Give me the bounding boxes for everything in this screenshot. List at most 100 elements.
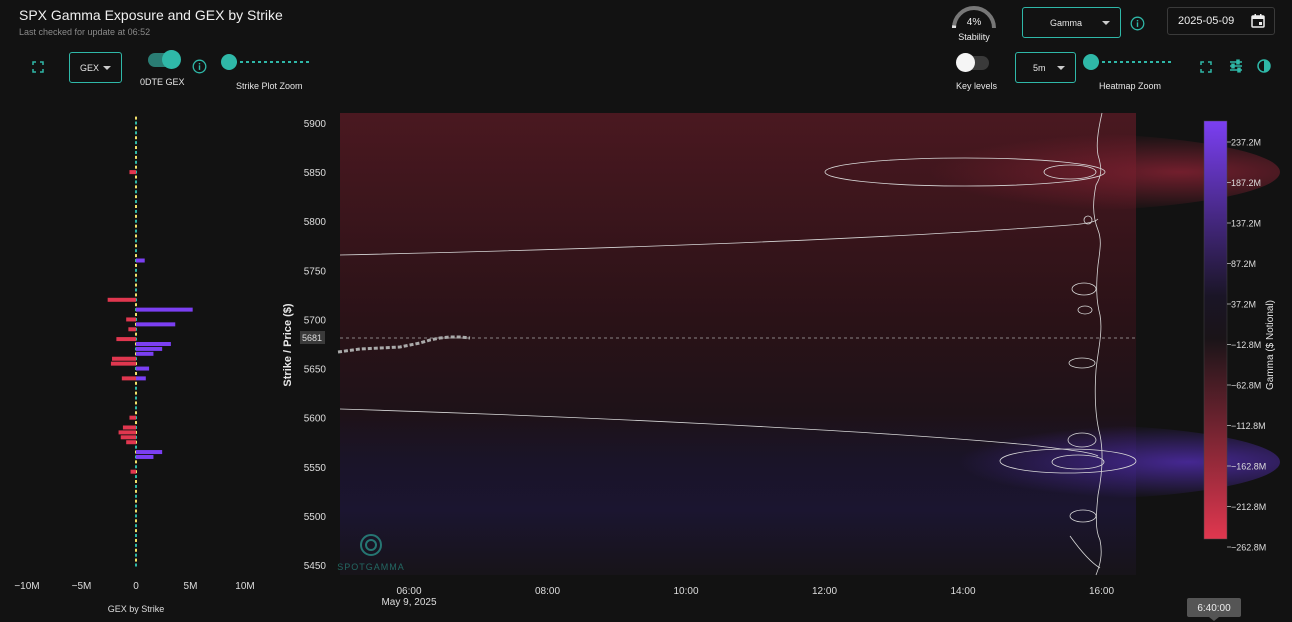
strike-marker bbox=[135, 391, 137, 395]
strike-marker bbox=[135, 249, 137, 253]
strike-marker bbox=[135, 386, 137, 390]
calendar-icon[interactable] bbox=[1250, 13, 1266, 34]
dte-toggle[interactable] bbox=[148, 50, 181, 69]
colorbar bbox=[1203, 120, 1228, 540]
strike-marker bbox=[135, 283, 137, 287]
strike-marker bbox=[135, 406, 137, 410]
gex-bar[interactable] bbox=[126, 440, 136, 445]
strike-x-tick-label: 10M bbox=[235, 581, 254, 592]
strike-marker bbox=[135, 529, 137, 533]
strike-marker bbox=[135, 534, 137, 538]
gex-bar[interactable] bbox=[120, 435, 136, 440]
stability-label: Stability bbox=[958, 32, 990, 42]
colorbar-tick-label: −12.8M bbox=[1231, 340, 1261, 350]
colorbar-tick-label: −212.8M bbox=[1231, 502, 1266, 512]
strike-marker bbox=[135, 313, 137, 317]
hot-zone-negative bbox=[780, 132, 1280, 212]
y-tick-label: 5500 bbox=[304, 512, 327, 523]
gex-bar[interactable] bbox=[136, 346, 163, 351]
strike-marker bbox=[135, 396, 137, 400]
strike-marker bbox=[135, 131, 137, 135]
strike-marker bbox=[135, 165, 137, 169]
gex-bar[interactable] bbox=[130, 469, 136, 474]
gex-bar[interactable] bbox=[110, 361, 136, 366]
y-tick-label: 5650 bbox=[304, 365, 327, 376]
strike-marker bbox=[135, 244, 137, 248]
strike-plot-x-label: GEX by Strike bbox=[108, 604, 165, 614]
gex-bar[interactable] bbox=[136, 351, 154, 356]
heatmap-zoom-label: Heatmap Zoom bbox=[1099, 81, 1162, 91]
strike-marker bbox=[135, 263, 137, 267]
heatmap-zoom-track[interactable] bbox=[1090, 61, 1172, 63]
gex-bar[interactable] bbox=[116, 337, 136, 342]
gex-bar[interactable] bbox=[122, 425, 136, 430]
gex-bar[interactable] bbox=[136, 342, 171, 346]
interval-dropdown[interactable]: 5m bbox=[1015, 52, 1076, 83]
colorbar-tick-label: −112.8M bbox=[1231, 421, 1266, 431]
gex-dropdown[interactable]: GEX bbox=[69, 52, 122, 83]
metric-dropdown[interactable]: Gamma bbox=[1022, 7, 1121, 38]
gex-bar[interactable] bbox=[136, 307, 193, 312]
contrast-icon[interactable] bbox=[1254, 56, 1274, 76]
gex-bar[interactable] bbox=[128, 327, 136, 332]
hover-time-text: 6:40:00 bbox=[1197, 603, 1231, 614]
colorbar-tick-label: 37.2M bbox=[1231, 300, 1256, 310]
info-icon[interactable] bbox=[189, 56, 209, 76]
gex-bar[interactable] bbox=[129, 170, 136, 175]
info-icon[interactable] bbox=[1127, 13, 1147, 33]
gex-bar[interactable] bbox=[136, 450, 163, 455]
strike-marker bbox=[135, 185, 137, 189]
gex-bar[interactable] bbox=[112, 356, 136, 361]
strike-marker bbox=[135, 381, 137, 385]
hot-zone-positive bbox=[820, 424, 1280, 500]
fullscreen-icon[interactable] bbox=[28, 57, 48, 77]
gex-bar[interactable] bbox=[136, 376, 146, 381]
x-tick-label: 06:00 bbox=[396, 586, 421, 597]
colorbar-tick-label: 87.2M bbox=[1231, 259, 1256, 269]
tune-icon[interactable] bbox=[1226, 56, 1246, 76]
strike-marker bbox=[135, 558, 137, 562]
gex-bar[interactable] bbox=[136, 454, 154, 459]
y-tick-label: 5850 bbox=[304, 168, 327, 179]
strike-marker bbox=[135, 480, 137, 484]
strike-marker bbox=[135, 494, 137, 498]
gex-bar[interactable] bbox=[129, 415, 136, 420]
gex-bar[interactable] bbox=[118, 430, 136, 435]
gex-bar[interactable] bbox=[136, 258, 145, 263]
strike-zoom-label: Strike Plot Zoom bbox=[236, 81, 303, 91]
gex-bar[interactable] bbox=[107, 297, 136, 302]
strike-marker bbox=[135, 155, 137, 159]
date-input[interactable]: 2025-05-09 bbox=[1167, 7, 1275, 35]
gex-bar[interactable] bbox=[121, 376, 136, 381]
colorbar-tick-label: 137.2M bbox=[1231, 219, 1261, 229]
strike-marker bbox=[135, 190, 137, 194]
strike-zoom-track[interactable] bbox=[228, 61, 310, 63]
strike-zoom-slider[interactable] bbox=[221, 54, 237, 70]
spotgamma-logo: SPOTGAMMA bbox=[337, 534, 404, 572]
gex-strike-plot: −10M −5M 0 5M 10M GEX by Strike bbox=[14, 116, 255, 614]
gex-bar[interactable] bbox=[136, 366, 150, 371]
fullscreen-icon[interactable] bbox=[1196, 57, 1216, 77]
gex-bar[interactable] bbox=[126, 317, 136, 322]
strike-marker bbox=[135, 519, 137, 523]
metric-dropdown-value: Gamma bbox=[1050, 17, 1083, 28]
gamma-heatmap: 5900 5850 5800 5750 5700 5650 5600 5550 5500 5450… bbox=[282, 112, 1280, 621]
strike-x-tick-label: 0 bbox=[133, 581, 139, 592]
strike-x-tick-label: −5M bbox=[72, 581, 92, 592]
x-date-label: May 9, 2025 bbox=[381, 597, 436, 608]
price-label: 5681 bbox=[302, 333, 322, 343]
x-tick-label: 08:00 bbox=[535, 586, 560, 597]
strike-marker bbox=[135, 150, 137, 154]
heatmap-zoom-slider[interactable] bbox=[1083, 54, 1099, 70]
date-value: 2025-05-09 bbox=[1178, 15, 1235, 27]
colorbar-tick-label: 187.2M bbox=[1231, 178, 1261, 188]
strike-marker bbox=[135, 465, 137, 469]
stability-gauge: 4% Stability bbox=[950, 4, 998, 44]
strike-marker bbox=[135, 421, 137, 425]
strike-marker bbox=[135, 239, 137, 243]
gex-bar[interactable] bbox=[136, 322, 176, 327]
key-levels-toggle[interactable] bbox=[956, 53, 989, 72]
chevron-down-icon bbox=[103, 65, 111, 70]
y-tick-label: 5750 bbox=[304, 266, 327, 277]
strike-marker bbox=[135, 499, 137, 503]
